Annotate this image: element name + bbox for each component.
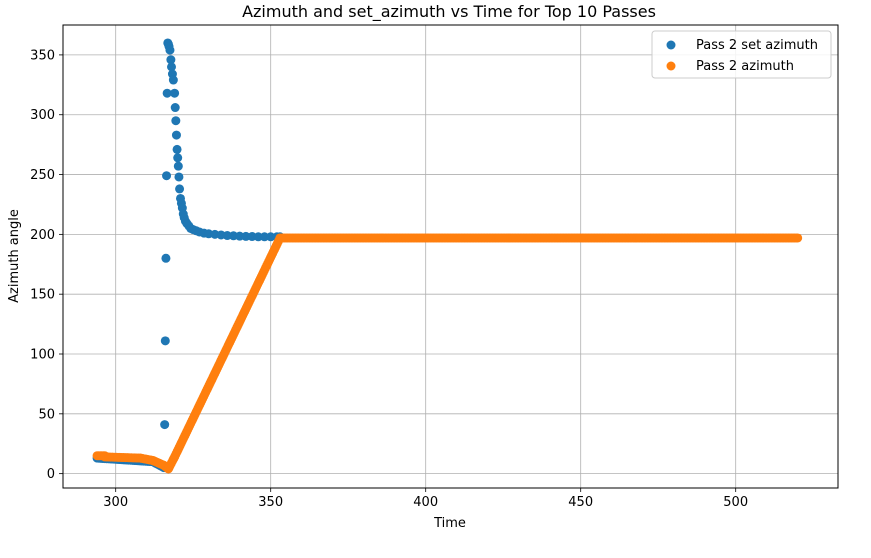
legend-box <box>651 30 832 79</box>
y-axis-ticks: 0 50 100 150 200 250 300 350 <box>30 48 63 482</box>
data-point <box>260 232 269 242</box>
data-point <box>167 62 176 72</box>
legend: Pass 2 set azimuth Pass 2 azimuth <box>651 30 832 79</box>
data-point <box>173 161 183 171</box>
series-2 <box>92 233 803 474</box>
data-point <box>170 103 180 113</box>
y-axis-label: Azimuth angle <box>7 209 22 303</box>
legend-label-azimuth: Pass 2 azimuth <box>696 59 794 74</box>
legend-marker-set-azimuth <box>666 40 676 50</box>
data-point <box>253 232 263 242</box>
data-point <box>266 232 276 242</box>
y-tick-label: 50 <box>38 407 55 422</box>
x-axis-ticks: 300 350 400 450 500 <box>103 488 748 510</box>
x-tick-label: 450 <box>568 495 593 510</box>
data-point <box>166 55 176 65</box>
y-tick-label: 250 <box>30 168 55 183</box>
y-tick-label: 100 <box>30 348 55 363</box>
x-tick-label: 350 <box>258 495 283 510</box>
data-point <box>165 45 175 55</box>
data-point <box>173 153 183 163</box>
y-tick-label: 150 <box>30 288 55 303</box>
legend-marker-azimuth <box>666 61 676 71</box>
x-tick-label: 400 <box>413 495 438 510</box>
data-point <box>160 420 170 430</box>
x-tick-label: 500 <box>723 495 748 510</box>
data-point <box>162 88 172 98</box>
data-point <box>175 184 185 194</box>
grid <box>63 25 838 488</box>
plot-frame <box>62 24 839 489</box>
data-point <box>174 172 184 182</box>
x-tick-label: 300 <box>103 495 128 510</box>
series-1 <box>92 38 285 473</box>
x-axis-label: Time <box>433 516 466 531</box>
y-tick-label: 300 <box>30 108 55 123</box>
data-point <box>793 233 803 243</box>
series-layer <box>92 38 803 474</box>
y-tick-label: 0 <box>47 467 55 482</box>
data-point <box>171 130 181 140</box>
y-tick-label: 200 <box>30 228 55 243</box>
data-point <box>168 75 178 85</box>
y-tick-label: 350 <box>30 48 55 63</box>
data-point <box>161 253 171 263</box>
data-point <box>162 171 172 181</box>
data-point <box>171 116 181 126</box>
data-point <box>172 144 182 154</box>
chart-title: Azimuth and set_azimuth vs Time for Top … <box>242 2 656 22</box>
data-point <box>160 336 170 346</box>
legend-label-set-azimuth: Pass 2 set azimuth <box>696 38 818 53</box>
data-point <box>170 88 180 98</box>
